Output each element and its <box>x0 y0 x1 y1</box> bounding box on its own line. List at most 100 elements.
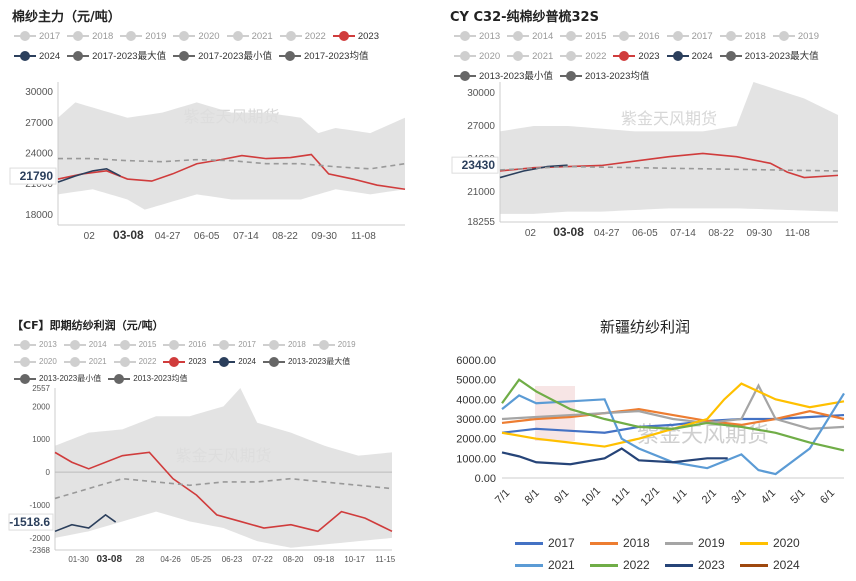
legend-swatch <box>666 51 689 62</box>
legend-item-2021[interactable]: 2021 <box>515 554 590 576</box>
legend-label: 2019 <box>337 340 356 349</box>
legend-swatch <box>312 339 335 350</box>
x-tick-label: 07-14 <box>233 231 259 242</box>
legend-item-2018[interactable]: 2018 <box>67 27 113 47</box>
legend-label: 2013-2023最大值 <box>744 51 819 62</box>
legend-item-2022[interactable]: 2022 <box>560 47 606 67</box>
current-value-tag: 23430 <box>451 156 499 174</box>
legend-label: 2024 <box>238 357 256 366</box>
legend-item-2018[interactable]: 2018 <box>590 532 665 554</box>
legend-item-2024[interactable]: 2024 <box>666 47 713 67</box>
legend-item-2021[interactable]: 2021 <box>63 353 107 370</box>
legend-swatch <box>665 542 693 546</box>
legend-item-2020[interactable]: 2020 <box>454 47 500 67</box>
legend-item-2019[interactable]: 2019 <box>120 27 166 47</box>
legend-label: 2022 <box>585 51 607 62</box>
legend-item-2017-2023[interactable]: 2017-2023最大值 <box>67 47 166 67</box>
legend-item-2024[interactable]: 2024 <box>740 554 815 576</box>
legend-item-2023[interactable]: 2023 <box>665 554 740 576</box>
legend-label: 2013 <box>39 340 57 349</box>
legend-item-2013-2023[interactable]: 2013-2023最小值 <box>14 370 101 387</box>
legend-swatch <box>67 51 90 62</box>
legend-item-2013-2023[interactable]: 2013-2023均值 <box>559 67 650 87</box>
legend-label: 2017-2023均值 <box>304 51 369 62</box>
legend-item-2023[interactable]: 2023 <box>332 27 379 47</box>
y-tick-label: 18000 <box>25 210 53 221</box>
legend-item-2013[interactable]: 2013 <box>14 336 57 353</box>
legend-item-2022[interactable]: 2022 <box>113 353 157 370</box>
legend-item-2015[interactable]: 2015 <box>560 27 606 47</box>
legend-item-2023[interactable]: 2023 <box>613 47 660 67</box>
legend-item-2020[interactable]: 2020 <box>14 353 57 370</box>
legend-label: 2015 <box>138 340 157 349</box>
legend-item-2021[interactable]: 2021 <box>226 27 273 47</box>
legend-swatch <box>454 71 476 82</box>
x-tick-label: 11-08 <box>351 231 376 242</box>
legend-item-2017[interactable]: 2017 <box>666 27 713 47</box>
chart-plot: 紫金天风期货30000270002400021000180000203-0804… <box>9 82 406 242</box>
legend-item-2020[interactable]: 2020 <box>740 532 815 554</box>
legend-item-2014[interactable]: 2014 <box>63 336 107 353</box>
x-tick-label: 8/1 <box>523 487 542 506</box>
legend-item-2017-2023[interactable]: 2017-2023均值 <box>279 47 368 67</box>
legend-swatch <box>559 71 582 82</box>
range-band <box>500 82 838 214</box>
legend-label: 2020 <box>39 357 57 366</box>
legend-item-2013-2023[interactable]: 2013-2023最小值 <box>454 67 553 87</box>
legend-item-2017-2023[interactable]: 2017-2023最小值 <box>173 47 272 67</box>
legend-label: 2022 <box>623 558 650 572</box>
legend-item-2022[interactable]: 2022 <box>279 27 326 47</box>
legend-item-2019[interactable]: 2019 <box>312 336 356 353</box>
legend-item-2023[interactable]: 2023 <box>163 353 206 370</box>
legend-item-2014[interactable]: 2014 <box>507 27 553 47</box>
series-line-2019 <box>501 383 845 430</box>
legend-item-2017[interactable]: 2017 <box>14 27 60 47</box>
legend-swatch <box>560 31 583 42</box>
legend-item-2024[interactable]: 2024 <box>14 47 60 67</box>
legend-swatch <box>14 339 36 350</box>
legend-item-2013-2023[interactable]: 2013-2023最大值 <box>262 353 351 370</box>
current-value-tag: -1518.6 <box>8 513 54 531</box>
legend-swatch <box>507 31 530 42</box>
legend-item-2013-2023[interactable]: 2013-2023均值 <box>108 370 188 387</box>
legend-label: 2013-2023均值 <box>584 71 650 82</box>
x-tick-label: 6/1 <box>818 487 837 506</box>
legend-item-2022[interactable]: 2022 <box>590 554 665 576</box>
legend-item-2019[interactable]: 2019 <box>772 27 819 47</box>
legend-label: 2017-2023最大值 <box>92 51 167 62</box>
legend-item-2013[interactable]: 2013 <box>454 27 500 47</box>
legend-label: 2017 <box>39 31 61 42</box>
legend-swatch <box>515 542 543 546</box>
legend-item-2017[interactable]: 2017 <box>515 532 590 554</box>
legend-item-2019[interactable]: 2019 <box>665 532 740 554</box>
x-tick-label: 02 <box>525 228 537 239</box>
legend-swatch <box>14 51 36 62</box>
legend-item-2018[interactable]: 2018 <box>262 336 306 353</box>
x-tick-label: 10/1 <box>579 485 603 509</box>
x-tick-label: 12/1 <box>639 485 663 509</box>
series-line-2023 <box>499 152 839 179</box>
legend-item-2024[interactable]: 2024 <box>213 353 256 370</box>
legend-item-2021[interactable]: 2021 <box>507 47 553 67</box>
legend-label: 2013-2023最大值 <box>287 357 351 366</box>
legend-label: 2022 <box>138 357 157 366</box>
current-value-box <box>451 156 499 174</box>
legend-label: 2019 <box>797 31 819 42</box>
legend-item-2016[interactable]: 2016 <box>163 336 206 353</box>
legend-label: 2021 <box>532 51 554 62</box>
legend-swatch <box>163 339 186 350</box>
legend-label: 2021 <box>548 558 575 572</box>
legend-swatch <box>507 51 530 62</box>
y-tick-label: 2000.00 <box>456 434 496 446</box>
current-value-box <box>8 513 54 531</box>
legend-item-2016[interactable]: 2016 <box>613 27 660 47</box>
legend-item-2013-2023[interactable]: 2013-2023最大值 <box>719 47 819 67</box>
series-line-2024 <box>57 167 121 183</box>
legend-swatch <box>740 542 768 546</box>
series-line-2023 <box>54 451 393 533</box>
legend-item-2020[interactable]: 2020 <box>173 27 220 47</box>
legend-item-2018[interactable]: 2018 <box>719 27 766 47</box>
legend-item-2015[interactable]: 2015 <box>113 336 157 353</box>
legend-item-2017[interactable]: 2017 <box>213 336 256 353</box>
legend-label: 2014 <box>532 31 554 42</box>
